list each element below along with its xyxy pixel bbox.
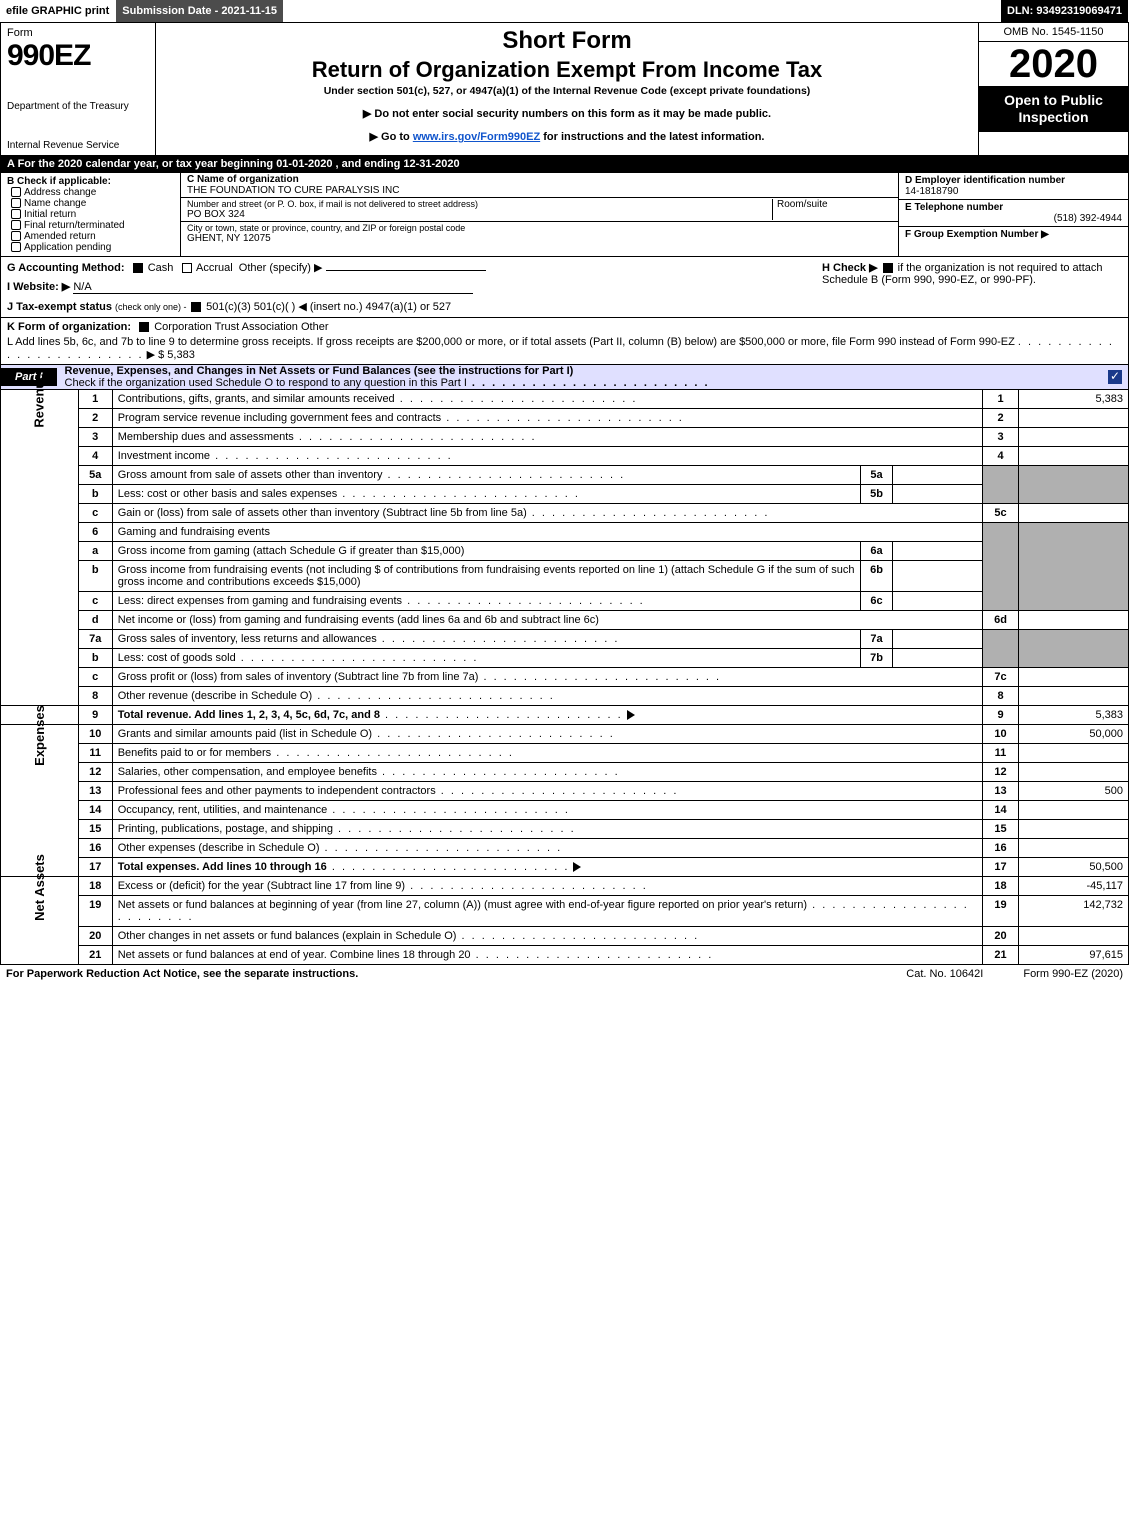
arrow-icon <box>573 862 581 872</box>
checkbox-h[interactable] <box>883 263 893 273</box>
arrow-icon <box>627 710 635 720</box>
checkbox-address-change[interactable] <box>11 187 21 197</box>
checkbox-application-pending[interactable] <box>11 242 21 252</box>
submission-date: Submission Date - 2021-11-15 <box>116 0 284 22</box>
l-line: L Add lines 5b, 6c, and 7b to line 9 to … <box>7 336 1122 361</box>
k-line: K Form of organization: Corporation Trus… <box>7 321 1122 333</box>
top-bar: efile GRAPHIC print Submission Date - 20… <box>0 0 1129 22</box>
line-19-value: 142,732 <box>1019 896 1129 927</box>
short-form-title: Short Form <box>162 27 972 55</box>
section-b-checkboxes: B Check if applicable: Address change Na… <box>1 173 181 256</box>
form-word: Form <box>7 27 149 39</box>
section-b-header: B Check if applicable: <box>7 176 174 187</box>
form-number: 990EZ <box>7 39 149 73</box>
room-suite-label: Room/suite <box>772 199 892 220</box>
dept-irs: Internal Revenue Service <box>7 140 149 151</box>
dln-label: DLN: 93492319069471 <box>1001 0 1129 22</box>
checkbox-amended-return[interactable] <box>11 231 21 241</box>
l-amount: ▶ $ 5,383 <box>147 349 195 361</box>
checkbox-name-change[interactable] <box>11 198 21 208</box>
c-org-name: THE FOUNDATION TO CURE PARALYSIS INC <box>187 185 892 196</box>
part-i-title: Revenue, Expenses, and Changes in Net As… <box>65 365 574 377</box>
checkbox-final-return[interactable] <box>11 220 21 230</box>
h-check-box: H Check ▶ if the organization is not req… <box>822 261 1122 286</box>
c-name-label: C Name of organization <box>187 174 892 185</box>
dept-treasury: Department of the Treasury <box>7 101 149 112</box>
checkbox-cash[interactable] <box>133 263 143 273</box>
checkbox-accrual[interactable] <box>182 263 192 273</box>
line-9-total-revenue: 5,383 <box>1019 706 1129 725</box>
checkbox-corporation[interactable] <box>139 322 149 332</box>
addr-label: Number and street (or P. O. box, if mail… <box>187 199 772 209</box>
part-i-sub: Check if the organization used Schedule … <box>65 377 467 389</box>
d-ein-value: 14-1818790 <box>905 186 1122 197</box>
line-17-total-expenses: 50,500 <box>1019 858 1129 877</box>
title-block: Form 990EZ Department of the Treasury In… <box>0 22 1129 156</box>
tax-year: 2020 <box>979 42 1128 86</box>
website-value: N/A <box>73 281 91 293</box>
city-label: City or town, state or province, country… <box>187 223 892 233</box>
section-a-bar: A For the 2020 calendar year, or tax yea… <box>0 156 1129 173</box>
section-kl: K Form of organization: Corporation Trus… <box>0 318 1129 365</box>
line-13-value: 500 <box>1019 782 1129 801</box>
page-footer: For Paperwork Reduction Act Notice, see … <box>0 965 1129 983</box>
org-info-block: B Check if applicable: Address change Na… <box>0 173 1129 257</box>
goto-line: ▶ Go to www.irs.gov/Form990EZ for instru… <box>162 130 972 143</box>
checkbox-initial-return[interactable] <box>11 209 21 219</box>
other-specify-field[interactable] <box>326 270 486 271</box>
footer-right: Form 990-EZ (2020) <box>1023 968 1123 980</box>
public-inspection-badge: Open to Public Inspection <box>979 86 1128 132</box>
checkbox-501c3[interactable] <box>191 302 201 312</box>
efile-label[interactable]: efile GRAPHIC print <box>0 0 116 22</box>
title-center: Short Form Return of Organization Exempt… <box>156 23 978 155</box>
d-ein-label: D Employer identification number <box>905 175 1122 186</box>
return-title: Return of Organization Exempt From Incom… <box>162 57 972 83</box>
omb-number: OMB No. 1545-1150 <box>979 23 1128 42</box>
section-def: D Employer identification number 14-1818… <box>898 173 1128 256</box>
e-phone-label: E Telephone number <box>905 202 1122 213</box>
title-right: OMB No. 1545-1150 2020 Open to Public In… <box>978 23 1128 155</box>
irs-link[interactable]: www.irs.gov/Form990EZ <box>413 131 540 143</box>
part-i-bar: Part I Revenue, Expenses, and Changes in… <box>0 365 1129 390</box>
part-i-table: Revenue 1 Contributions, gifts, grants, … <box>0 390 1129 965</box>
line-21-value: 97,615 <box>1019 946 1129 965</box>
under-section-text: Under section 501(c), 527, or 4947(a)(1)… <box>162 85 972 97</box>
part-i-schedule-o-checkbox[interactable] <box>1108 370 1122 384</box>
line-18-value: -45,117 <box>1019 877 1129 896</box>
line-1-value: 5,383 <box>1019 390 1129 409</box>
line-10-value: 50,000 <box>1019 725 1129 744</box>
section-c-org: C Name of organization THE FOUNDATION TO… <box>181 173 898 256</box>
e-phone-value: (518) 392-4944 <box>905 213 1122 224</box>
f-group-label: F Group Exemption Number ▶ <box>905 229 1122 240</box>
no-ssn-warning: ▶ Do not enter social security numbers o… <box>162 107 972 120</box>
net-assets-section-label: Net Assets <box>1 877 79 965</box>
revenue-section-label: Revenue <box>1 390 79 706</box>
part-i-label: Part I <box>1 368 57 386</box>
section-ghij: H Check ▶ if the organization is not req… <box>0 257 1129 318</box>
city-value: GHENT, NY 12075 <box>187 233 892 244</box>
footer-left: For Paperwork Reduction Act Notice, see … <box>6 968 866 980</box>
footer-center: Cat. No. 10642I <box>866 968 1023 980</box>
addr-value: PO BOX 324 <box>187 209 772 220</box>
form-id-block: Form 990EZ Department of the Treasury In… <box>1 23 156 155</box>
j-tax-exempt-line: J Tax-exempt status (check only one) - 5… <box>7 300 1122 313</box>
